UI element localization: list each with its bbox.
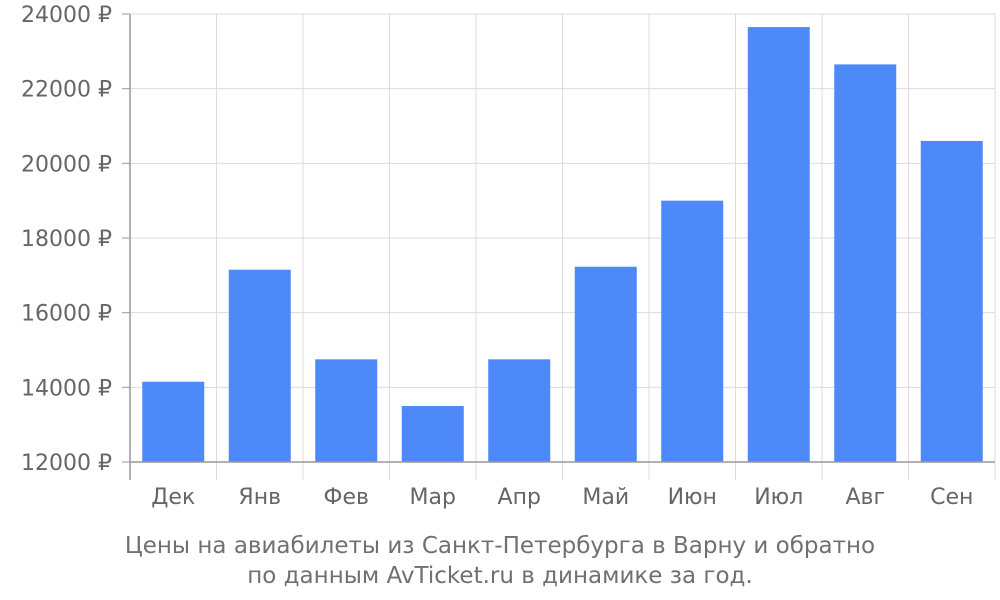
y-tick-label: 12000 ₽ (21, 451, 112, 476)
x-tick-label: Авг (845, 485, 885, 510)
y-tick-label: 22000 ₽ (21, 78, 112, 103)
bar (142, 381, 205, 462)
y-tick-label: 18000 ₽ (21, 227, 112, 252)
bar (747, 27, 810, 463)
y-tick-label: 16000 ₽ (21, 302, 112, 327)
y-axis-tick-labels: 12000 ₽ 14000 ₽ 16000 ₽ 18000 ₽ 20000 ₽ 22000… (21, 3, 112, 476)
bar (315, 359, 378, 462)
x-tick-label: Апр (498, 485, 541, 510)
x-tick-label: Фев (324, 485, 369, 510)
bars (142, 27, 983, 463)
x-tick-label: Мар (410, 485, 456, 510)
x-tick-label: Май (582, 485, 629, 510)
y-tick-label: 20000 ₽ (21, 152, 112, 177)
y-tick-label: 24000 ₽ (21, 3, 112, 28)
bar (661, 200, 724, 462)
bar (228, 269, 291, 462)
y-tick-label: 14000 ₽ (21, 376, 112, 401)
caption-line-1: Цены на авиабилеты из Санкт-Петербурга в… (124, 533, 876, 559)
bar-chart: 12000 ₽ 14000 ₽ 16000 ₽ 18000 ₽ 20000 ₽ 22000… (21, 3, 996, 510)
x-tick-label: Дек (151, 485, 195, 510)
x-axis-tick-labels: Дек Янв Фев Мар Апр Май Июн Июл Авг Сен (151, 485, 973, 510)
axes (129, 14, 995, 480)
chart-caption: Цены на авиабилеты из Санкт-Петербурга в… (0, 531, 1000, 591)
x-tick-label: Июн (668, 485, 717, 510)
x-tick-label: Июл (754, 485, 803, 510)
bar (920, 140, 983, 462)
bar (401, 406, 464, 462)
x-tick-label: Сен (930, 485, 973, 510)
x-tick-label: Янв (238, 485, 281, 510)
caption-line-2: по данным AvTicket.ru в динамике за год. (247, 563, 753, 589)
bar (574, 266, 637, 462)
bar (834, 64, 897, 463)
bar (488, 359, 551, 462)
